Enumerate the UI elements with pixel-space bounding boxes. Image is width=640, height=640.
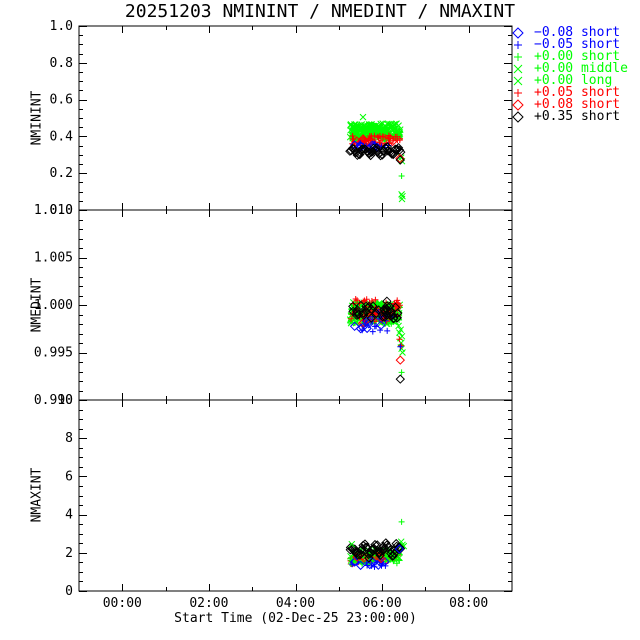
panel-2-series-12	[395, 355, 406, 365]
x-tick-label: 02:00	[189, 596, 228, 611]
legend-item: +0.08 short	[506, 97, 628, 112]
panel-2-ytick-labels: 0.990 0.995 1.000 1.005 1.010	[34, 203, 73, 408]
x-tick-label: 08:00	[449, 596, 488, 611]
legend-label: +0.08 short	[534, 97, 621, 112]
legend-item: +0.35 short	[506, 109, 628, 124]
y-tick-label: 2	[65, 546, 73, 561]
legend-label: −0.05 short	[534, 37, 621, 52]
y-tick-label: 0	[65, 584, 73, 599]
legend-label: −0.08 short	[534, 25, 621, 40]
panel-2-series-11	[397, 343, 404, 350]
y-tick-label: 1.010	[34, 203, 73, 218]
panel-1-series-9	[398, 173, 405, 179]
panel-2-frame	[78, 209, 513, 401]
x-axis-label: Start Time (02-Dec-25 23:00:00)	[174, 611, 417, 626]
legend-marker-plus-icon	[514, 89, 522, 97]
panel-2-axes	[78, 209, 513, 401]
y-tick-label: 4	[65, 508, 73, 523]
x-tick-label: 06:00	[363, 596, 402, 611]
panel-3-axes	[78, 399, 513, 592]
legend-label: +0.00 long	[534, 73, 613, 88]
panel-3-series-8	[398, 518, 405, 525]
legend-item: −0.05 short	[506, 37, 628, 52]
y-tick-label: 1.000	[34, 298, 73, 313]
y-tick-label: 10	[57, 393, 73, 408]
y-tick-label: 1.005	[34, 251, 73, 266]
panel-1-axes	[78, 25, 513, 211]
panel-3-frame	[78, 399, 513, 592]
x-tick-labels: 00:00 02:00 04:00 06:00 08:00	[103, 596, 489, 611]
panel-3-ytick-labels: 0 2 4 6 8 10	[57, 393, 73, 599]
legend-item: +0.00 long	[506, 73, 628, 88]
x-tick-label: 04:00	[276, 596, 315, 611]
legend-marker-diamond-icon	[512, 99, 524, 111]
y-tick-label: 0.995	[34, 346, 73, 361]
y-tick-label: 6	[65, 469, 73, 484]
legend-label: +0.05 short	[534, 85, 621, 100]
legend-marker-plus-icon	[514, 41, 522, 49]
panel-2-series-13	[382, 296, 406, 384]
panel-1-series-7	[345, 142, 406, 161]
legend-label: +0.00 middle	[534, 61, 628, 76]
legend-item: +0.00 middle	[506, 61, 628, 76]
legend-marker-diamond-icon	[512, 27, 524, 39]
y-tick-label: 0.2	[50, 166, 73, 181]
panel-1-ytick-labels: 0.0 0.2 0.4 0.6 0.8 1.0	[50, 19, 74, 218]
y-tick-label: 0.8	[50, 56, 73, 71]
panel-1-series-10	[395, 153, 405, 164]
legend-item: −0.08 short	[506, 25, 628, 40]
y-tick-label: 0.990	[34, 393, 73, 408]
legend-marker-diamond-icon	[512, 111, 524, 123]
y-tick-label: 0.6	[50, 93, 73, 108]
legend-marker-x-icon	[513, 76, 523, 86]
y-tick-label: 1.0	[50, 19, 73, 34]
panel-1-series-11	[395, 155, 406, 165]
legend: −0.08 short −0.05 short +0.00 short +0.00 m…	[506, 25, 628, 124]
legend-marker-plus-icon	[514, 53, 522, 61]
legend-item: +0.00 short	[506, 49, 628, 64]
panel-2-series-7	[348, 300, 403, 324]
panel-2-series-10	[396, 336, 405, 349]
x-tick-label: 00:00	[103, 596, 142, 611]
legend-marker-x-icon	[513, 64, 523, 74]
chart-title: 20251203 NMININT / NMEDINT / NMAXINT	[124, 1, 516, 22]
legend-label: +0.35 short	[534, 109, 621, 124]
y-tick-label: 0.4	[50, 129, 74, 144]
legend-item: +0.05 short	[506, 85, 628, 100]
y-tick-label: 8	[65, 431, 73, 446]
legend-label: +0.00 short	[534, 49, 621, 64]
panel-3-series-11	[394, 544, 405, 554]
y-tick-label: 0.0	[50, 203, 73, 218]
panel-1-frame	[78, 25, 513, 211]
